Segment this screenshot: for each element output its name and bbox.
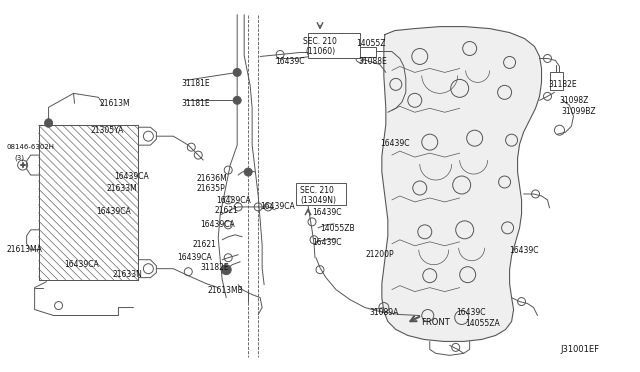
Text: 21305YA: 21305YA xyxy=(90,126,124,135)
Text: 08146-6302H: 08146-6302H xyxy=(6,144,54,150)
Text: 31181E: 31181E xyxy=(181,79,210,89)
Bar xyxy=(550,73,563,90)
Text: 21635P: 21635P xyxy=(196,184,225,193)
Text: 31182E: 31182E xyxy=(548,80,577,89)
Text: 21613M: 21613M xyxy=(99,99,130,108)
Text: FRONT: FRONT xyxy=(420,318,449,327)
Text: (13049N): (13049N) xyxy=(300,196,336,205)
Text: 21633M: 21633M xyxy=(106,184,137,193)
Bar xyxy=(308,33,360,58)
Text: 16439C: 16439C xyxy=(380,139,410,148)
Polygon shape xyxy=(382,26,541,341)
Text: 16439C: 16439C xyxy=(312,238,342,247)
Text: 31089A: 31089A xyxy=(370,308,399,317)
Text: J31001EF: J31001EF xyxy=(561,346,600,355)
Text: 16439C: 16439C xyxy=(275,58,305,67)
Text: 16439C: 16439C xyxy=(312,208,342,217)
Circle shape xyxy=(244,168,252,176)
Text: 31099BZ: 31099BZ xyxy=(561,107,596,116)
Bar xyxy=(38,125,138,280)
Text: 16439CA: 16439CA xyxy=(200,220,235,229)
Text: 14055ZB: 14055ZB xyxy=(320,224,355,233)
Text: SEC. 210: SEC. 210 xyxy=(300,186,334,195)
Circle shape xyxy=(233,96,241,104)
Text: 16439CA: 16439CA xyxy=(115,172,149,181)
Text: 16439C: 16439C xyxy=(509,246,539,255)
Bar xyxy=(360,46,376,58)
Text: 21613MB: 21613MB xyxy=(207,286,243,295)
Text: 21613MA: 21613MA xyxy=(6,245,42,254)
Text: 16439CA: 16439CA xyxy=(97,207,131,216)
Text: 16439CA: 16439CA xyxy=(216,196,251,205)
Bar xyxy=(38,125,138,280)
Text: 21633N: 21633N xyxy=(113,270,142,279)
Text: 14055ZA: 14055ZA xyxy=(466,320,500,328)
Bar xyxy=(296,183,346,205)
Circle shape xyxy=(233,68,241,76)
Text: 21621: 21621 xyxy=(192,240,216,249)
Text: 21636M: 21636M xyxy=(196,174,227,183)
Text: 16439CA: 16439CA xyxy=(260,202,295,211)
Text: 31098Z: 31098Z xyxy=(559,96,589,105)
Text: 31182E: 31182E xyxy=(200,263,229,272)
Text: SEC. 210: SEC. 210 xyxy=(303,36,337,45)
Text: (11060): (11060) xyxy=(305,46,335,55)
Text: 21621: 21621 xyxy=(214,206,238,215)
Text: 16439CA: 16439CA xyxy=(177,253,212,262)
Circle shape xyxy=(221,265,231,275)
Text: 21200P: 21200P xyxy=(366,250,394,259)
Text: 14055Z: 14055Z xyxy=(356,39,385,48)
Text: 31181E: 31181E xyxy=(181,99,210,108)
Circle shape xyxy=(45,119,52,127)
Text: 31088E: 31088E xyxy=(358,58,387,67)
Text: 16439C: 16439C xyxy=(456,308,485,317)
Text: 16439CA: 16439CA xyxy=(65,260,99,269)
Text: (3): (3) xyxy=(15,154,25,161)
